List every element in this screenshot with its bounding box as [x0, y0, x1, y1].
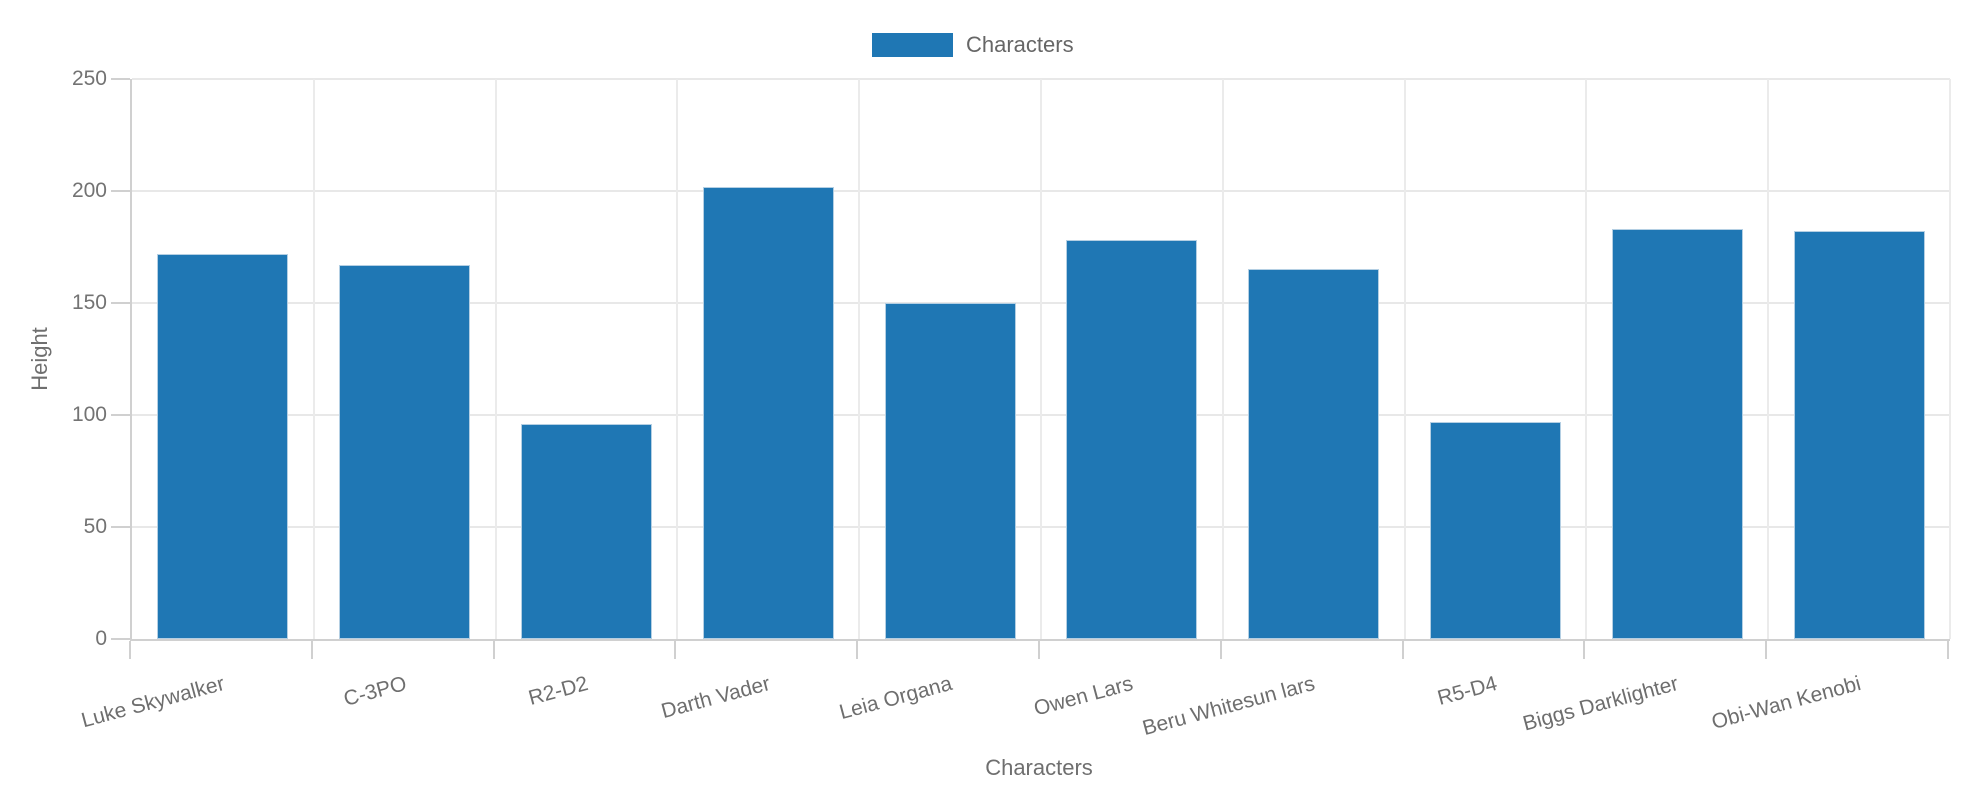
gridline-x-boundary-4 [858, 79, 861, 639]
legend-label: Characters [966, 32, 1074, 57]
x-category-label-darth-vader: Darth Vader [658, 672, 773, 724]
gridline-x-boundary-5 [1040, 79, 1042, 639]
bar-luke-skywalker [157, 254, 288, 639]
y-tick-mark-200 [111, 190, 130, 192]
y-tick-mark-0 [111, 638, 130, 640]
gridline-x-boundary-9 [1767, 79, 1770, 639]
y-tick-label-150: 150 [71, 291, 107, 314]
bar-owen-lars [1066, 240, 1197, 639]
bar-obi-wan-kenobi [1794, 231, 1925, 639]
y-axis-title: Height [27, 327, 52, 391]
gridline-x-boundary-6 [1221, 79, 1224, 639]
bar-beru-whitesun-lars [1248, 269, 1379, 639]
x-tick-mark-6 [1219, 641, 1222, 659]
y-tick-mark-100 [111, 414, 130, 416]
x-tick-mark-5 [1038, 641, 1040, 659]
bar-r2-d2 [521, 424, 652, 639]
y-tick-label-200: 200 [71, 179, 107, 202]
bar-leia-organa [885, 303, 1016, 639]
legend-swatch-icon [872, 33, 953, 57]
x-category-label-luke-skywalker: Luke Skywalker [78, 672, 227, 733]
y-tick-label-0: 0 [95, 627, 107, 650]
gridline-x-boundary-10 [1949, 79, 1951, 639]
gridline-x-boundary-3 [676, 79, 679, 639]
gridline-x-boundary-8 [1585, 79, 1588, 639]
x-category-label-beru-whitesun-lars: Beru Whitesun lars [1140, 672, 1318, 741]
x-tick-mark-9 [1765, 641, 1768, 659]
x-category-label-r2-d2: R2-D2 [525, 672, 591, 710]
y-tick-label-100: 100 [71, 403, 107, 426]
x-tick-mark-2 [492, 641, 495, 659]
x-tick-mark-4 [856, 641, 859, 659]
y-tick-mark-50 [111, 526, 130, 528]
gridline-x-boundary-7 [1403, 79, 1406, 639]
gridline-x-boundary-2 [494, 79, 497, 639]
legend-item-characters[interactable]: Characters [872, 32, 1074, 58]
bar-r5-d4 [1430, 422, 1561, 639]
plot-area [130, 78, 1951, 641]
bar-darth-vader [703, 187, 834, 639]
bar-c-3po [339, 265, 470, 639]
y-tick-label-50: 50 [83, 515, 107, 538]
x-category-label-leia-organa: Leia Organa [836, 672, 955, 725]
x-tick-mark-1 [310, 641, 313, 659]
x-tick-mark-8 [1583, 641, 1586, 659]
y-tick-label-250: 250 [71, 67, 107, 90]
x-tick-mark-10 [1947, 641, 1949, 659]
x-category-label-r5-d4: R5-D4 [1434, 672, 1500, 710]
x-tick-mark-7 [1401, 641, 1404, 659]
x-axis-title: Characters [985, 755, 1093, 780]
x-tick-mark-0 [129, 641, 131, 659]
x-tick-mark-3 [674, 641, 677, 659]
x-category-label-biggs-darklighter: Biggs Darklighter [1520, 672, 1682, 736]
bar-biggs-darklighter [1612, 229, 1743, 639]
x-category-label-obi-wan-kenobi: Obi-Wan Kenobi [1709, 672, 1864, 734]
gridline-x-boundary-1 [312, 79, 315, 639]
y-tick-mark-250 [111, 78, 130, 80]
x-category-label-owen-lars: Owen Lars [1031, 672, 1136, 721]
y-tick-mark-150 [111, 302, 130, 304]
x-category-label-c-3po: C-3PO [340, 672, 409, 711]
